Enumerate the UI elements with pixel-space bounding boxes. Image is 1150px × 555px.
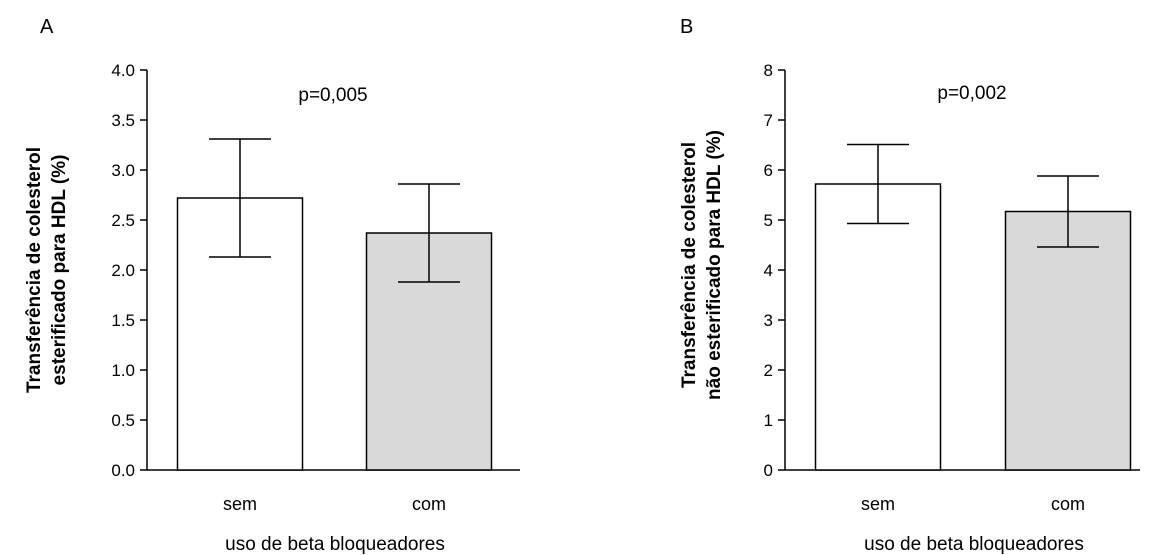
y-ticks-a: 0.0 0.5 1.0 1.5 2.0 2.5 3.0 3.5 4.0 — [111, 61, 147, 480]
bars-b — [814, 183, 1132, 471]
bars-a — [176, 197, 493, 471]
category-labels-b: sem com — [861, 494, 1085, 514]
y-axis-label-b-line1: Transferência de colesterol — [679, 142, 700, 388]
y-tick-label: 0.0 — [111, 461, 135, 480]
bar-sem — [814, 183, 942, 471]
y-tick-label: 3.0 — [111, 161, 135, 180]
y-tick-label: 3 — [764, 311, 773, 330]
panel-letter-b: B — [680, 16, 693, 38]
y-tick-label: 0.5 — [111, 411, 135, 430]
y-tick-label: 4 — [764, 261, 773, 280]
error-bars-a — [209, 138, 460, 283]
p-value-a: p=0,005 — [298, 85, 367, 106]
y-ticks-b: 0 1 2 3 4 5 6 7 8 — [764, 61, 785, 480]
y-axis-label-b-line2: não esterificado para HDL (%) — [704, 130, 725, 400]
category-label: com — [1051, 494, 1085, 514]
category-label: com — [412, 494, 446, 514]
x-axis-label-a: uso de beta bloqueadores — [225, 534, 445, 555]
y-axis-label-a-line2: esterificado para HDL (%) — [49, 155, 70, 386]
bar-com — [1004, 210, 1132, 471]
y-tick-label: 2 — [764, 361, 773, 380]
panel-a: A p=0,005 Transferência de colesterol es… — [24, 16, 520, 555]
y-tick-label: 2.0 — [111, 261, 135, 280]
x-axis-label-b: uso de beta bloqueadores — [864, 534, 1084, 555]
y-tick-label: 8 — [764, 61, 773, 80]
y-tick-label: 3.5 — [111, 111, 135, 130]
category-labels-a: sem com — [223, 494, 446, 514]
panel-letter-a: A — [40, 16, 54, 38]
y-tick-label: 5 — [764, 211, 773, 230]
category-label: sem — [223, 494, 257, 514]
p-value-b: p=0,002 — [937, 83, 1006, 104]
y-tick-label: 7 — [764, 111, 773, 130]
panel-b: B p=0,002 Transferência de colesterol nã… — [679, 16, 1140, 555]
y-tick-label: 1 — [764, 411, 773, 430]
category-label: sem — [861, 494, 895, 514]
y-tick-label: 1.0 — [111, 361, 135, 380]
error-bars-b — [847, 143, 1099, 248]
y-tick-label: 6 — [764, 161, 773, 180]
y-tick-label: 1.5 — [111, 311, 135, 330]
y-tick-label: 0 — [764, 461, 773, 480]
y-axis-label-a-line1: Transferência de colesterol — [24, 147, 45, 393]
y-tick-label: 4.0 — [111, 61, 135, 80]
y-tick-label: 2.5 — [111, 211, 135, 230]
